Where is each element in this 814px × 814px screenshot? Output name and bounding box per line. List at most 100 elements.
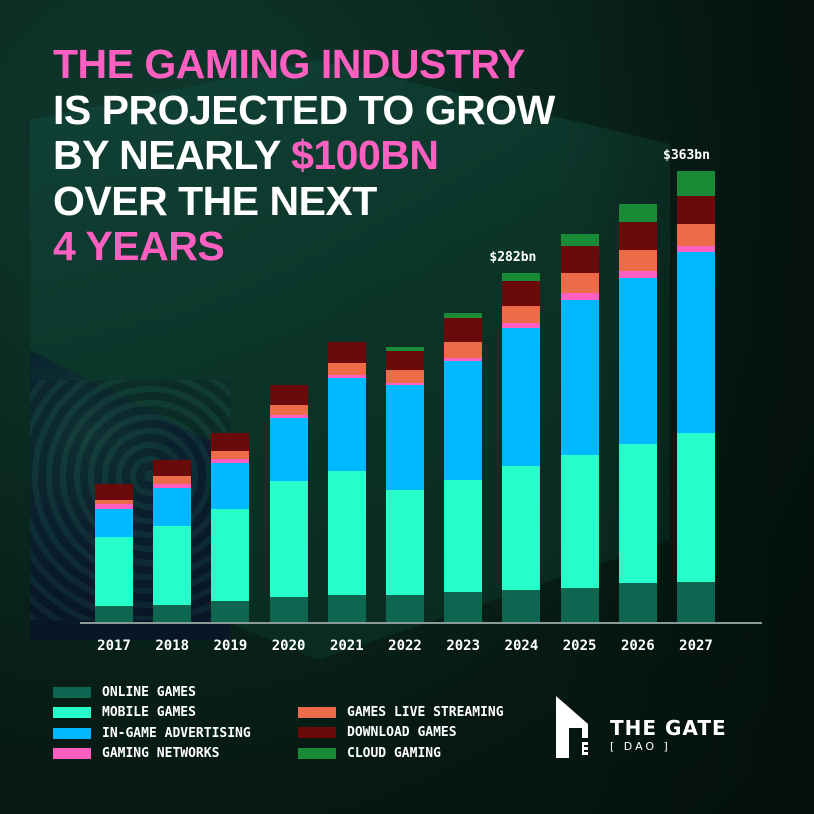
bar-segment-online-games (502, 589, 541, 622)
bar-segment-cloud-gaming (444, 313, 483, 319)
bar-segment-in-game-advertising (560, 299, 599, 456)
headline-line-2: IS PROJECTED TO GROW (53, 86, 555, 133)
x-tick-label: 2021 (329, 638, 364, 654)
bar-segment-in-game-advertising (618, 278, 657, 444)
bar-2020 (269, 385, 308, 622)
headline-line-3: BY NEARLY $100BN (53, 132, 555, 179)
legend-label: GAMES LIVE STREAMING (347, 705, 504, 720)
bar-segment-download-games (618, 222, 657, 250)
bar-2022 (386, 346, 424, 622)
bar-segment-mobile-games (618, 443, 657, 584)
bar-segment-gaming-networks (269, 415, 308, 418)
bar-segment-games-live-streaming (211, 451, 250, 459)
legend-label: DOWNLOAD GAMES (347, 725, 457, 741)
bar-segment-mobile-games (677, 432, 715, 583)
bar-segment-in-game-advertising (327, 377, 366, 472)
bar-segment-online-games (211, 600, 250, 622)
bar-segment-cloud-gaming (502, 273, 541, 281)
bar-segment-games-live-streaming (444, 341, 483, 359)
bar-segment-gaming-networks (444, 358, 483, 361)
bar-segment-cloud-gaming (677, 171, 715, 197)
bar-segment-mobile-games (211, 508, 250, 601)
bar-segment-download-games (444, 318, 483, 342)
legend-swatch (298, 727, 336, 739)
legend-item-download-games: DOWNLOAD GAMES (298, 725, 457, 740)
x-tick-label: 2020 (271, 638, 306, 654)
headline-highlight-amount: $100BN (291, 132, 439, 178)
bar-segment-games-live-streaming (327, 363, 366, 376)
x-tick-label: 2017 (97, 638, 131, 654)
bar-segment-cloud-gaming (618, 203, 657, 223)
legend-label: MOBILE GAMES (102, 705, 196, 721)
bar-segment-download-games (211, 432, 250, 452)
bar-segment-gaming-networks (677, 245, 715, 253)
bar-segment-gaming-networks (618, 270, 657, 279)
bar-segment-mobile-games (560, 455, 599, 589)
bar-segment-cloud-gaming (560, 233, 599, 246)
bar-segment-online-games (677, 582, 715, 622)
bar-segment-gaming-networks (153, 483, 192, 488)
bar-2027 (677, 171, 715, 622)
legend-item-in-game-advertising: IN-GAME ADVERTISING (53, 726, 251, 741)
bar-segment-download-games (386, 350, 424, 371)
x-tick-label: 2018 (155, 638, 190, 654)
bar-segment-online-games (618, 583, 657, 622)
legend-swatch (53, 707, 91, 719)
bar-2021 (327, 341, 366, 622)
bar-segment-download-games (327, 341, 366, 364)
bar-segment-games-live-streaming (153, 476, 192, 484)
x-tick-label: 2023 (446, 638, 481, 654)
legend-swatch (298, 707, 336, 718)
bar-segment-download-games (560, 245, 599, 274)
headline-line-4: OVER THE NEXT (53, 177, 377, 224)
bar-segment-mobile-games (444, 480, 483, 593)
legend-swatch (53, 727, 91, 739)
bar-segment-in-game-advertising (444, 360, 483, 481)
bar-segment-cloud-gaming (386, 346, 424, 351)
bar-segment-mobile-games (386, 490, 424, 595)
headline: THE GAMING INDUSTRY IS PROJECTED TO GROW… (53, 41, 555, 270)
legend-item-gaming-networks: GAMING NETWORKS (53, 746, 219, 761)
gate-logo-icon (556, 696, 588, 758)
bar-2026 (618, 203, 657, 622)
bar-segment-online-games (444, 592, 483, 622)
x-tick-label: 2022 (388, 638, 422, 654)
bar-2019 (211, 432, 250, 622)
bar-segment-gaming-networks (502, 323, 541, 329)
legend-label: CLOUD GAMING (347, 745, 441, 761)
bar-segment-gaming-networks (560, 293, 599, 300)
bar-segment-in-game-advertising (502, 328, 541, 467)
total-annotation-2027: $363bn (663, 148, 710, 164)
x-tick-label: 2025 (562, 638, 597, 654)
legend-swatch (298, 747, 336, 759)
bar-segment-games-live-streaming (502, 305, 541, 324)
bar-segment-gaming-networks (386, 382, 424, 386)
bar-segment-online-games (386, 594, 424, 622)
bar-segment-games-live-streaming (269, 405, 308, 416)
bar-segment-gaming-networks (95, 503, 133, 509)
bar-segment-in-game-advertising (269, 417, 308, 482)
bar-segment-in-game-advertising (95, 508, 133, 538)
bar-2025 (560, 233, 599, 622)
bar-segment-mobile-games (269, 481, 308, 598)
headline-line-5: 4 YEARS (53, 223, 225, 269)
the-gate-dao-logo: THE GATE [ DAO ] (548, 694, 768, 764)
bar-segment-download-games (677, 196, 715, 224)
logo-name: THE GATE (610, 716, 727, 740)
bar-2018 (153, 460, 192, 622)
x-tick-label: 2024 (504, 638, 539, 654)
bar-segment-download-games (153, 460, 192, 477)
legend-swatch (53, 747, 91, 759)
x-tick-label: 2027 (679, 638, 713, 654)
bar-segment-mobile-games (502, 466, 541, 590)
bar-segment-games-live-streaming (386, 370, 424, 383)
bar-segment-in-game-advertising (211, 462, 250, 509)
headline-line-3-prefix: BY NEARLY (53, 132, 292, 178)
bar-segment-download-games (269, 385, 308, 406)
x-tick-label: 2019 (213, 638, 248, 654)
x-tick-label: 2026 (620, 638, 655, 654)
bar-segment-online-games (327, 594, 366, 622)
bar-segment-in-game-advertising (153, 487, 192, 527)
